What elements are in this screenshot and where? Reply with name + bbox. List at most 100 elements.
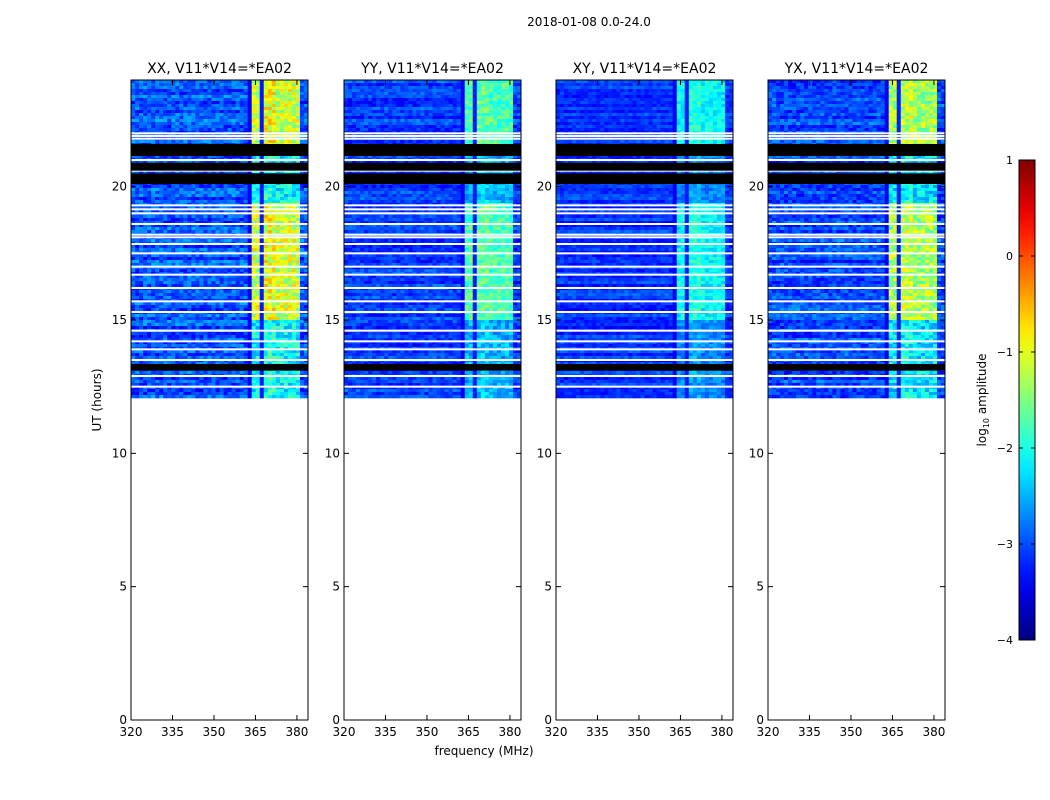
heatmap-cell: [195, 317, 199, 320]
heatmap-cell: [228, 281, 232, 284]
flagged-row: [131, 135, 308, 137]
heatmap-cell: [244, 377, 248, 380]
heatmap-cell: [224, 200, 228, 203]
heatmap-cell: [272, 284, 276, 287]
heatmap-cell: [228, 305, 232, 308]
heatmap-cell: [284, 314, 288, 317]
heatmap-cell: [207, 284, 211, 287]
heatmap-cell: [260, 302, 264, 305]
heatmap-cell: [232, 245, 236, 248]
heatmap-cell: [171, 86, 175, 89]
heatmap-cell: [292, 395, 296, 398]
heatmap-cell: [457, 95, 461, 98]
heatmap-cell: [272, 140, 276, 143]
heatmap-cell: [228, 248, 232, 251]
heatmap-cell: [292, 284, 296, 287]
heatmap-cell: [356, 95, 360, 98]
heatmap-cell: [187, 119, 191, 122]
heatmap-cell: [215, 350, 219, 353]
heatmap-cell: [155, 290, 159, 293]
heatmap-cell: [143, 377, 147, 380]
heatmap-cell: [171, 284, 175, 287]
heatmap-cell: [187, 371, 191, 374]
heatmap-cell: [364, 92, 368, 95]
heatmap-cell: [224, 254, 228, 257]
heatmap-cell: [280, 104, 284, 107]
heatmap-cell: [175, 113, 179, 116]
heatmap-cell: [445, 95, 449, 98]
heatmap-cell: [199, 95, 203, 98]
heatmap-cell: [288, 191, 292, 194]
heatmap-cell: [224, 128, 228, 131]
heatmap-cell: [195, 260, 199, 263]
heatmap-cell: [143, 119, 147, 122]
heatmap-cell: [497, 83, 501, 86]
heatmap-cell: [220, 122, 224, 125]
heatmap-cell: [240, 113, 244, 116]
heatmap-cell: [199, 269, 203, 272]
heatmap-cell: [171, 314, 175, 317]
heatmap-cell: [131, 230, 135, 233]
heatmap-cell: [256, 89, 260, 92]
heatmap-cell: [175, 320, 179, 323]
heatmap-cell: [236, 317, 240, 320]
flagged-row: [131, 359, 308, 361]
heatmap-cell: [159, 95, 163, 98]
heatmap-cell: [248, 122, 252, 125]
heatmap-cell: [292, 314, 296, 317]
heatmap-cell: [264, 140, 268, 143]
heatmap-cell: [268, 350, 272, 353]
heatmap-cell: [199, 245, 203, 248]
heatmap-cell: [344, 86, 348, 89]
heatmap-cell: [276, 218, 280, 221]
heatmap-cell: [139, 185, 143, 188]
heatmap-cell: [284, 320, 288, 323]
heatmap-cell: [372, 95, 376, 98]
heatmap-cell: [224, 380, 228, 383]
heatmap-cell: [232, 191, 236, 194]
heatmap-cell: [199, 254, 203, 257]
heatmap-cell: [131, 335, 135, 338]
heatmap-cell: [288, 332, 292, 335]
heatmap-cell: [171, 377, 175, 380]
heatmap-cell: [260, 308, 264, 311]
heatmap-cell: [284, 308, 288, 311]
heatmap-cell: [215, 101, 219, 104]
heatmap-cell: [256, 371, 260, 374]
heatmap-cell: [300, 101, 304, 104]
heatmap-cell: [469, 86, 473, 89]
heatmap-cell: [276, 119, 280, 122]
heatmap-cell: [244, 395, 248, 398]
heatmap-cell: [215, 269, 219, 272]
heatmap-cell: [296, 218, 300, 221]
heatmap-cell: [248, 317, 252, 320]
heatmap-cell: [179, 215, 183, 218]
heatmap-cell: [199, 335, 203, 338]
heatmap-cell: [356, 83, 360, 86]
heatmap-cell: [183, 281, 187, 284]
heatmap-cell: [203, 356, 207, 359]
heatmap-cell: [171, 92, 175, 95]
heatmap-cell: [256, 140, 260, 143]
heatmap-cell: [155, 302, 159, 305]
heatmap-cell: [240, 227, 244, 230]
heatmap-cell: [224, 113, 228, 116]
heatmap-cell: [260, 344, 264, 347]
heatmap-cell: [211, 185, 215, 188]
heatmap-cell: [175, 389, 179, 392]
heatmap-cell: [228, 245, 232, 248]
heatmap-cell: [220, 269, 224, 272]
heatmap-cell: [228, 113, 232, 116]
heatmap-cell: [268, 281, 272, 284]
heatmap-cell: [260, 323, 264, 326]
heatmap-cell: [240, 314, 244, 317]
heatmap-cell: [179, 200, 183, 203]
heatmap-cell: [155, 293, 159, 296]
heatmap-cell: [155, 314, 159, 317]
heatmap-cell: [372, 89, 376, 92]
heatmap-cell: [428, 92, 432, 95]
heatmap-cell: [183, 104, 187, 107]
heatmap-cell: [284, 104, 288, 107]
heatmap-cell: [240, 194, 244, 197]
heatmap-cell: [228, 335, 232, 338]
